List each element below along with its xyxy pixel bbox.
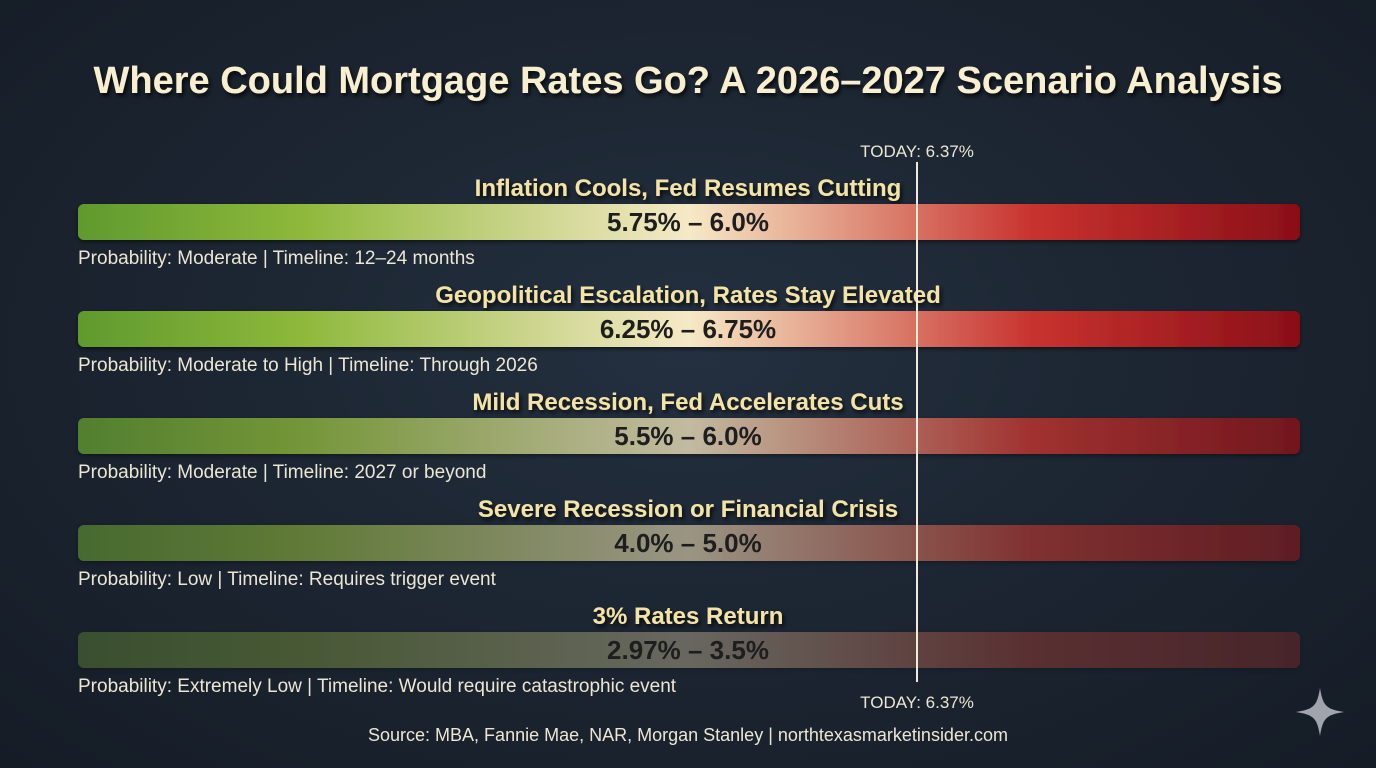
scenario-bar [78, 525, 1300, 561]
scenario-title: Geopolitical Escalation, Rates Stay Elev… [435, 282, 941, 309]
scenario-range-label: 6.25% – 6.75% [600, 314, 776, 344]
scenario-title: Mild Recession, Fed Accelerates Cuts [472, 389, 903, 416]
scenario-details: Probability: Extremely Low | Timeline: W… [78, 676, 677, 697]
today-label-top: TODAY: 6.37% [860, 142, 974, 161]
scenario-details: Probability: Moderate to High | Timeline… [78, 355, 538, 376]
scenario-range-label: 4.0% – 5.0% [614, 528, 761, 558]
scenario-row: 3% Rates Return 2.97% – 3.5% Probability: … [78, 603, 1300, 697]
scenario-range-label: 5.75% – 6.0% [607, 207, 769, 237]
scenario-details: Probability: Moderate | Timeline: 2027 o… [78, 462, 486, 483]
scenario-details: Probability: Moderate | Timeline: 12–24 … [78, 248, 475, 269]
chart-title: Where Could Mortgage Rates Go? A 2026–20… [94, 60, 1283, 102]
scenario-row: Inflation Cools, Fed Resumes Cutting 5.75… [78, 175, 1300, 269]
scenario-title: 3% Rates Return [593, 603, 784, 630]
scenario-bar [78, 632, 1300, 668]
scenario-row: Severe Recession or Financial Crisis 4.0%… [78, 496, 1300, 590]
source-note: Source: MBA, Fannie Mae, NAR, Morgan Sta… [368, 725, 1008, 745]
scenario-bar [78, 204, 1300, 240]
scenario-row: Mild Recession, Fed Accelerates Cuts 5.5%… [78, 389, 1300, 483]
scenario-row: Geopolitical Escalation, Rates Stay Elev… [78, 282, 1300, 376]
today-label-bottom: TODAY: 6.37% [860, 693, 974, 712]
scenario-bar [78, 311, 1300, 347]
scenario-title: Inflation Cools, Fed Resumes Cutting [475, 175, 902, 202]
sparkle-icon [1296, 688, 1344, 736]
scenario-range-label: 2.97% – 3.5% [607, 635, 769, 665]
scenario-title: Severe Recession or Financial Crisis [478, 496, 898, 523]
scenario-bar [78, 418, 1300, 454]
scenario-range-label: 5.5% – 6.0% [614, 421, 761, 451]
scenario-rows: Inflation Cools, Fed Resumes Cutting 5.75… [78, 175, 1300, 697]
scenario-details: Probability: Low | Timeline: Requires tr… [78, 569, 497, 590]
